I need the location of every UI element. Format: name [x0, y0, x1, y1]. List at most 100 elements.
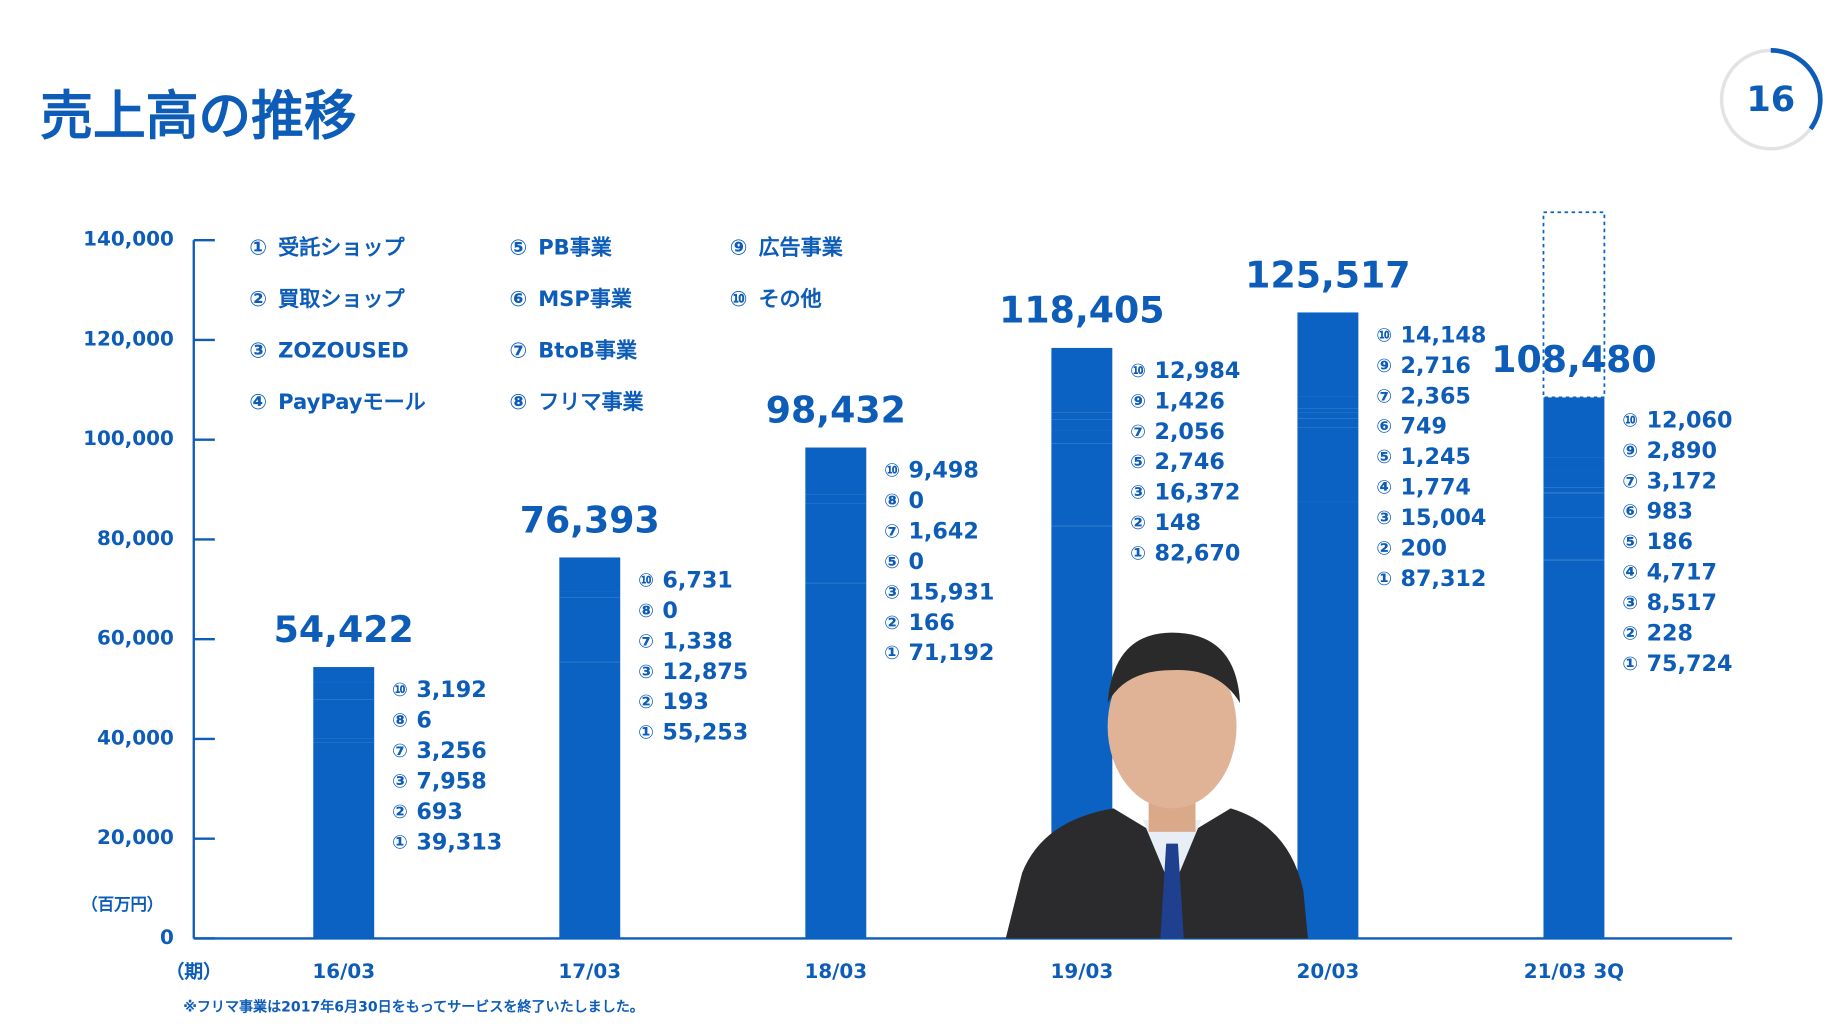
- segment-key: ⑩: [392, 680, 408, 701]
- y-tick-label: 120,000: [83, 327, 174, 350]
- segment-label: 8,517: [1647, 590, 1717, 616]
- y-tick-label: 40,000: [97, 726, 174, 749]
- y-unit-label: （百万円）: [81, 895, 163, 914]
- bar-segment: [1543, 560, 1605, 939]
- bar-segment: [805, 583, 867, 939]
- chart-title: 売上高の推移: [40, 86, 356, 147]
- segment-label: 749: [1401, 414, 1447, 440]
- total-label: 98,432: [766, 388, 906, 431]
- bar-segment: [1543, 397, 1605, 458]
- bar-segment: [1051, 419, 1113, 431]
- presenter-illustration: [1005, 632, 1308, 939]
- bar-segment: [1297, 418, 1359, 428]
- segment-label: 55,253: [662, 720, 748, 746]
- legend-label: BtoB事業: [538, 337, 638, 362]
- bar-segment: [1051, 347, 1113, 413]
- segment-key: ①: [1130, 544, 1146, 565]
- segment-label: 6,731: [662, 567, 732, 593]
- segment-label: 9,498: [908, 457, 978, 483]
- segment-key: ②: [638, 692, 654, 713]
- segment-key: ③: [392, 771, 408, 792]
- bar-segment: [805, 503, 867, 583]
- segment-key: ⑦: [392, 741, 408, 762]
- legend-marker: ②: [249, 286, 267, 311]
- segment-label: 693: [416, 799, 462, 825]
- segment-label: 228: [1647, 621, 1693, 647]
- legend-label: 広告事業: [758, 234, 843, 259]
- segment-label: 4,717: [1647, 560, 1717, 586]
- bar-segment: [1297, 312, 1359, 384]
- segment-label: 12,060: [1647, 407, 1733, 433]
- y-tick-label: 60,000: [97, 627, 174, 650]
- y-tick-label: 100,000: [83, 427, 174, 450]
- segment-label: 12,875: [662, 659, 748, 685]
- bar-segment: [1051, 525, 1113, 527]
- total-label: 125,517: [1245, 253, 1410, 296]
- bar-segment: [313, 667, 375, 683]
- segment-label: 39,313: [416, 829, 502, 855]
- segment-key: ②: [884, 613, 900, 634]
- x-tick-label: 17/03: [558, 960, 621, 983]
- segment-key: ⑦: [1376, 386, 1392, 407]
- bar-segment: [1543, 487, 1605, 493]
- segment-key: ⑧: [638, 601, 654, 622]
- bar-segment: [805, 582, 867, 584]
- segment-label: 3,256: [416, 738, 486, 764]
- segment-key: ⑨: [1376, 356, 1392, 377]
- legend-label: 受託ショップ: [278, 234, 405, 259]
- page-ring-progress: [1770, 48, 1823, 131]
- segment-key: ⑥: [1622, 502, 1638, 523]
- segment-label: 166: [908, 610, 954, 636]
- x-tick-label: 21/03 3Q: [1524, 960, 1624, 983]
- x-axis-label: （期）: [166, 961, 222, 983]
- legend-label: ZOZOUSED: [278, 337, 409, 362]
- bar-segment: [1543, 493, 1605, 518]
- segment-label: 2,890: [1647, 438, 1717, 464]
- segment-label: 1,245: [1401, 444, 1471, 470]
- total-label: 76,393: [520, 498, 660, 541]
- segment-key: ⑦: [884, 521, 900, 542]
- segment-label: 16,372: [1154, 480, 1240, 506]
- bar-segment: [313, 699, 375, 739]
- bar-segment: [1543, 492, 1605, 494]
- bar-segment: [1051, 430, 1113, 444]
- x-tick-label: 19/03: [1051, 960, 1114, 983]
- y-tick-label: 0: [160, 926, 174, 949]
- segment-key: ⑤: [1130, 452, 1146, 473]
- legend-label: フリマ事業: [538, 389, 644, 414]
- segment-key: ③: [1130, 483, 1146, 504]
- legend-marker: ⑦: [509, 337, 527, 362]
- segment-key: ②: [392, 802, 408, 823]
- legend-marker: ⑨: [730, 234, 748, 259]
- legend-marker: ⑧: [509, 389, 527, 414]
- segment-key: ②: [1622, 624, 1638, 645]
- segment-key: ⑩: [638, 570, 654, 591]
- segment-label: 193: [662, 689, 708, 715]
- legend-label: 買取ショップ: [278, 286, 405, 311]
- segment-label: 75,724: [1647, 651, 1733, 677]
- bar-segment: [1543, 457, 1605, 472]
- legend-marker: ⑤: [509, 234, 527, 259]
- segment-label: 2,746: [1154, 449, 1224, 475]
- segment-key: ③: [884, 582, 900, 603]
- segment-key: ⑩: [1622, 410, 1638, 431]
- segment-label: 0: [908, 549, 923, 575]
- bar-segment: [1297, 427, 1359, 502]
- segment-label: 15,004: [1401, 505, 1487, 531]
- bar-segment: [559, 662, 621, 939]
- total-label: 108,480: [1491, 338, 1656, 381]
- segment-label: 186: [1647, 529, 1693, 555]
- x-tick-label: 16/03: [312, 960, 375, 983]
- segment-key: ⑦: [1130, 422, 1146, 443]
- segment-key: ②: [1130, 513, 1146, 534]
- segment-label: 200: [1401, 536, 1447, 562]
- segment-key: ③: [1622, 593, 1638, 614]
- legend-marker: ③: [249, 337, 267, 362]
- segment-key: ③: [638, 662, 654, 683]
- legend-label: PayPayモール: [278, 389, 426, 414]
- bar-segment: [1543, 517, 1605, 560]
- segment-key: ⑤: [884, 552, 900, 573]
- bar-segment: [559, 557, 621, 592]
- y-tick-label: 140,000: [83, 228, 174, 251]
- segment-key: ⑤: [1622, 532, 1638, 553]
